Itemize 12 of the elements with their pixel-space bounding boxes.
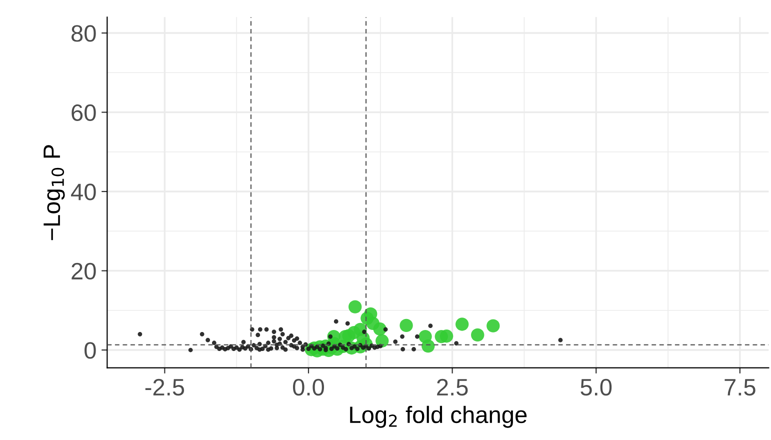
x-tick-label: 5.0 [580,378,612,396]
x-tick-label: 0.0 [293,378,324,396]
x-axis-title: Log$_{2}$ fold change [350,406,527,428]
x-tick-label: 7.5 [724,379,756,396]
y-tick-label: 20 [72,262,96,280]
y-tick-label: 60 [72,104,96,122]
y-tick-label: 80 [72,25,96,42]
y-tick-label: 0 [84,342,96,359]
y-tick-label: 40 [71,184,96,200]
y-axis-title: −Log$_{10}$ P [44,145,65,240]
x-tick-label: 2.5 [437,378,468,396]
x-tick-label: -2.5 [145,378,184,396]
